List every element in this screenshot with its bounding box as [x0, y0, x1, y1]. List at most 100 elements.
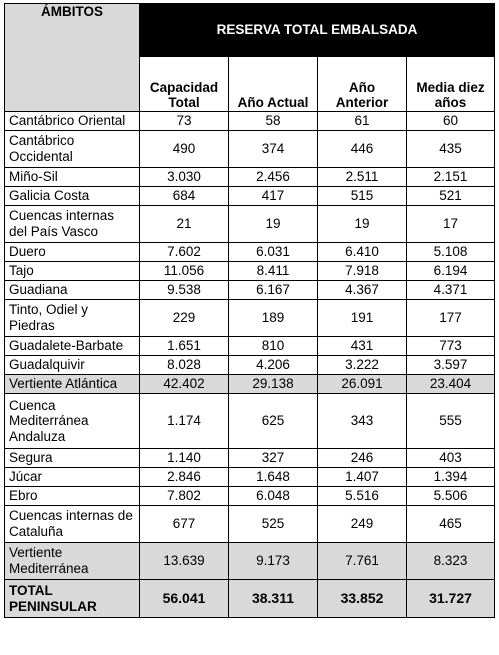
ano-anterior-cell: 3.222 [317, 355, 407, 375]
ambito-name-cell: Ebro [4, 486, 140, 506]
media-diez-anos-cell: 17 [405, 205, 496, 243]
header-row-columns: Capacidad Total Año Actual Año Anterior … [5, 56, 496, 112]
capacidad-total-cell: 2.846 [139, 467, 229, 487]
media-diez-anos-cell: 773 [405, 336, 496, 356]
ano-anterior-cell: 2.511 [317, 167, 407, 187]
media-diez-anos-cell: 5.506 [405, 486, 496, 506]
ambito-name-cell: Vertiente Mediterránea [4, 542, 140, 580]
table-body: Cantábrico Oriental 73 58 61 60 Cantábrico Oc… [4, 111, 496, 618]
capacidad-total-cell: 1.174 [139, 393, 229, 449]
ano-actual-cell: 8.411 [228, 261, 318, 281]
ano-anterior-cell: 6.410 [317, 242, 407, 262]
ano-anterior-cell: 33.852 [317, 579, 407, 618]
capacidad-total-cell: 8.028 [139, 355, 229, 375]
table-row: Júcar 2.846 1.648 1.407 1.394 [4, 467, 496, 487]
media-diez-anos-cell: 6.194 [405, 261, 496, 281]
capacidad-total-cell: 684 [139, 186, 229, 206]
column-header-ano-anterior: Año Anterior [317, 56, 407, 112]
ano-anterior-cell: 343 [317, 393, 407, 449]
table-row: Tajo 11.056 8.411 7.918 6.194 [4, 261, 496, 281]
ano-anterior-cell: 7.761 [317, 542, 407, 580]
media-diez-anos-cell: 403 [405, 448, 496, 468]
subtotal-row: Vertiente Atlántica 42.402 29.138 26.091 23.… [4, 374, 496, 394]
table-row: Segura 1.140 327 246 403 [4, 448, 496, 468]
capacidad-total-cell: 9.538 [139, 280, 229, 300]
ano-actual-cell: 29.138 [228, 374, 318, 394]
ano-anterior-cell: 249 [317, 505, 407, 543]
ambitos-header: ÁMBITOS [4, 3, 140, 112]
ano-anterior-cell: 431 [317, 336, 407, 356]
capacidad-total-cell: 1.140 [139, 448, 229, 468]
table-row: Guadalete-Barbate 1.651 810 431 773 [4, 336, 496, 356]
ambito-name-cell: Vertiente Atlántica [4, 374, 140, 394]
total-row: TOTAL PENINSULAR 56.041 38.311 33.852 31.727 [4, 579, 496, 618]
ambito-name-cell: Galicia Costa [4, 186, 140, 206]
ambito-name-cell: Duero [4, 242, 140, 262]
ambito-name-cell: Cantábrico Occidental [4, 130, 140, 168]
ano-anterior-cell: 246 [317, 448, 407, 468]
capacidad-total-cell: 73 [139, 111, 229, 131]
capacidad-total-cell: 13.639 [139, 542, 229, 580]
media-diez-anos-cell: 521 [405, 186, 496, 206]
media-diez-anos-cell: 60 [405, 111, 496, 131]
column-header-ano-actual: Año Actual [228, 56, 318, 112]
media-diez-anos-cell: 1.394 [405, 467, 496, 487]
table-row: Cantábrico Oriental 73 58 61 60 [4, 111, 496, 131]
ano-anterior-cell: 4.367 [317, 280, 407, 300]
media-diez-anos-cell: 5.108 [405, 242, 496, 262]
ano-actual-cell: 6.031 [228, 242, 318, 262]
column-header-capacidad: Capacidad Total [139, 56, 229, 112]
media-diez-anos-cell: 23.404 [405, 374, 496, 394]
table-row: Guadiana 9.538 6.167 4.367 4.371 [4, 280, 496, 300]
ano-actual-cell: 19 [228, 205, 318, 243]
ano-anterior-cell: 7.918 [317, 261, 407, 281]
table-row: Duero 7.602 6.031 6.410 5.108 [4, 242, 496, 262]
capacidad-total-cell: 42.402 [139, 374, 229, 394]
subtotal-row: Vertiente Mediterránea 13.639 9.173 7.761 8.… [4, 542, 496, 580]
table-row: Cuencas internas del País Vasco 21 19 19 17 [4, 205, 496, 243]
reservoir-table: ÁMBITOS RESERVA TOTAL EMBALSADA Capacida… [4, 3, 496, 618]
capacidad-total-cell: 21 [139, 205, 229, 243]
ambito-name-cell: Tajo [4, 261, 140, 281]
media-diez-anos-cell: 177 [405, 299, 496, 337]
ano-actual-cell: 2.456 [228, 167, 318, 187]
ambito-name-cell: Tinto, Odiel y Piedras [4, 299, 140, 337]
media-diez-anos-cell: 2.151 [405, 167, 496, 187]
ano-anterior-cell: 1.407 [317, 467, 407, 487]
ambito-name-cell: Cuenca Mediterránea Andaluza [4, 393, 140, 449]
media-diez-anos-cell: 3.597 [405, 355, 496, 375]
ano-actual-cell: 58 [228, 111, 318, 131]
capacidad-total-cell: 3.030 [139, 167, 229, 187]
capacidad-total-cell: 7.802 [139, 486, 229, 506]
ano-actual-cell: 374 [228, 130, 318, 168]
media-diez-anos-cell: 465 [405, 505, 496, 543]
ambito-name-cell: Guadalquivir [4, 355, 140, 375]
ano-actual-cell: 4.206 [228, 355, 318, 375]
ano-actual-cell: 6.167 [228, 280, 318, 300]
ano-actual-cell: 525 [228, 505, 318, 543]
ano-anterior-cell: 61 [317, 111, 407, 131]
media-diez-anos-cell: 555 [405, 393, 496, 449]
capacidad-total-cell: 229 [139, 299, 229, 337]
capacidad-total-cell: 1.651 [139, 336, 229, 356]
ambito-name-cell: Miño-Sil [4, 167, 140, 187]
media-diez-anos-cell: 4.371 [405, 280, 496, 300]
ambito-name-cell: Guadiana [4, 280, 140, 300]
ano-anterior-cell: 515 [317, 186, 407, 206]
ano-actual-cell: 417 [228, 186, 318, 206]
ano-anterior-cell: 446 [317, 130, 407, 168]
table-row: Cuenca Mediterránea Andaluza 1.174 625 343 5… [4, 393, 496, 449]
ambito-name-cell: Cuencas internas del País Vasco [4, 205, 140, 243]
table-row: Galicia Costa 684 417 515 521 [4, 186, 496, 206]
ambito-name-cell: Júcar [4, 467, 140, 487]
ano-actual-cell: 38.311 [228, 579, 318, 618]
ano-actual-cell: 6.048 [228, 486, 318, 506]
ano-anterior-cell: 191 [317, 299, 407, 337]
ano-actual-cell: 625 [228, 393, 318, 449]
ambito-name-cell: Segura [4, 448, 140, 468]
table-row: Ebro 7.802 6.048 5.516 5.506 [4, 486, 496, 506]
media-diez-anos-cell: 31.727 [405, 579, 496, 618]
ano-anterior-cell: 19 [317, 205, 407, 243]
capacidad-total-cell: 7.602 [139, 242, 229, 262]
table-row: Miño-Sil 3.030 2.456 2.511 2.151 [4, 167, 496, 187]
